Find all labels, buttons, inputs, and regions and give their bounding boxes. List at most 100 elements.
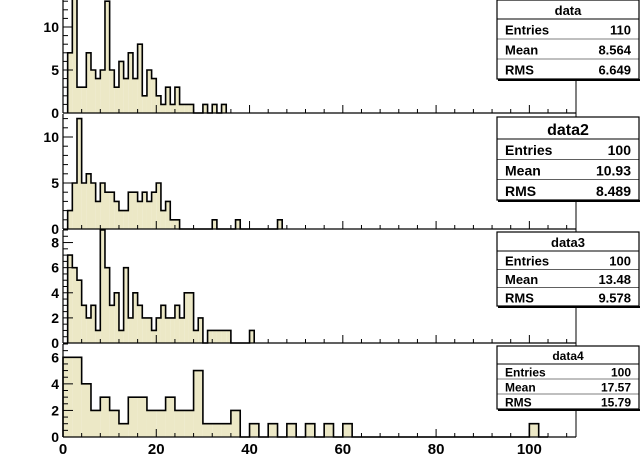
histogram-bar (146, 317, 152, 343)
y-tick-label: 6 (51, 349, 59, 365)
histogram-bar (160, 305, 166, 343)
histogram-bar (146, 201, 152, 229)
y-tick-label: 6 (51, 260, 59, 276)
histogram-bar (95, 201, 101, 229)
histogram-bar (277, 219, 283, 229)
histogram-bar (156, 95, 161, 113)
histogram-bars (66, 229, 256, 344)
histogram-bar (342, 423, 353, 437)
histogram-bar (146, 70, 152, 113)
histogram-bar (268, 423, 278, 437)
histogram-bar (123, 210, 129, 229)
stats-box-title: data4 (552, 349, 584, 363)
y-tick-label: 0 (51, 335, 59, 351)
histogram-bar (109, 305, 115, 343)
histogram-bar (165, 397, 175, 437)
histogram-bar (137, 305, 143, 343)
histogram-bar (137, 201, 143, 229)
stats-box-value: 100 (609, 254, 631, 269)
histogram-bar (207, 330, 213, 343)
stats-box-value: 110 (610, 23, 631, 38)
histogram-bar (156, 410, 166, 437)
histogram-bar (132, 292, 138, 343)
y-tick-label: 0 (51, 105, 59, 121)
histogram-bar (212, 219, 217, 229)
stats-box-label: RMS (505, 396, 532, 410)
stats-box-title: data2 (547, 122, 589, 139)
histogram-bar (221, 423, 231, 437)
histogram-bar (151, 330, 157, 343)
histogram-bar (212, 423, 222, 437)
y-tick-label: 8 (51, 235, 59, 251)
histogram-bar (100, 70, 105, 113)
histogram-bar (128, 317, 133, 343)
histogram-bar (193, 330, 199, 343)
histogram-bar (72, 183, 77, 229)
histogram-bar (86, 173, 91, 229)
y-tick-label: 10 (43, 19, 59, 35)
histogram-bar (114, 292, 119, 343)
histogram-bar (118, 61, 124, 113)
histogram-bar (184, 292, 189, 343)
histogram-bar (226, 330, 231, 343)
stats-box-frame (496, 116, 640, 201)
histogram-bar (165, 201, 171, 229)
histogram-bars (66, 0, 228, 114)
histogram-bar (142, 192, 147, 229)
histogram-bar (142, 95, 147, 113)
histogram-bar (216, 330, 222, 343)
histogram-bar (249, 330, 255, 343)
y-tick-label: 2 (51, 402, 59, 418)
histogram-bar (118, 330, 124, 343)
histogram-outline (66, 229, 256, 344)
histogram-bar (221, 104, 227, 113)
histogram-bar (165, 317, 171, 343)
histogram-bar (76, 280, 82, 343)
histogram-bar (128, 397, 138, 437)
histogram-bar (72, 0, 77, 114)
y-tick-label: 5 (51, 62, 59, 78)
histogram-bar (81, 183, 87, 229)
histogram-bar (109, 70, 115, 113)
stats-box-value: 17.57 (601, 381, 631, 395)
histogram-bar (90, 305, 96, 343)
histogram-bar (104, 1, 110, 114)
histogram-bar (184, 410, 194, 437)
histogram-bar (118, 423, 129, 437)
histogram-bar (188, 104, 194, 113)
histogram-bar (90, 183, 96, 229)
stats-box-value: 9.578 (598, 290, 631, 305)
histogram-bar (132, 78, 138, 113)
y-tick-label: 0 (51, 221, 59, 237)
stats-box-label: RMS (505, 290, 534, 305)
histogram-bar (324, 423, 334, 437)
histogram-bar (179, 317, 185, 343)
stats-box-label: Mean (505, 272, 538, 287)
histogram-bar (90, 410, 101, 437)
histogram-bar (184, 104, 189, 113)
stats-box-value: 8.564 (598, 43, 631, 58)
x-tick-label: 100 (517, 441, 542, 458)
histogram-bar (198, 317, 203, 343)
stats-box-label: Mean (505, 43, 538, 58)
stats-box-label: Entries (505, 254, 549, 269)
histogram-bar (137, 397, 147, 437)
histogram-bar (212, 104, 217, 113)
stats-box-value: 13.48 (598, 272, 631, 287)
stats-box-value: 100 (608, 142, 632, 158)
stats-box-title: data (555, 3, 583, 18)
stats-box-shadow (498, 79, 640, 81)
histogram-bar (95, 78, 101, 113)
histogram-bar (104, 267, 110, 343)
stats-box-value: 100 (611, 366, 631, 380)
histogram-bar (202, 104, 208, 113)
histogram-bar (100, 397, 110, 437)
histogram-bar (67, 52, 73, 113)
histogram-bar (72, 357, 82, 437)
histogram-bar (305, 423, 315, 437)
histogram-bar (67, 210, 73, 229)
histogram-outline (66, 0, 228, 114)
histogram-bar (249, 423, 259, 437)
histogram-bars (62, 356, 549, 438)
